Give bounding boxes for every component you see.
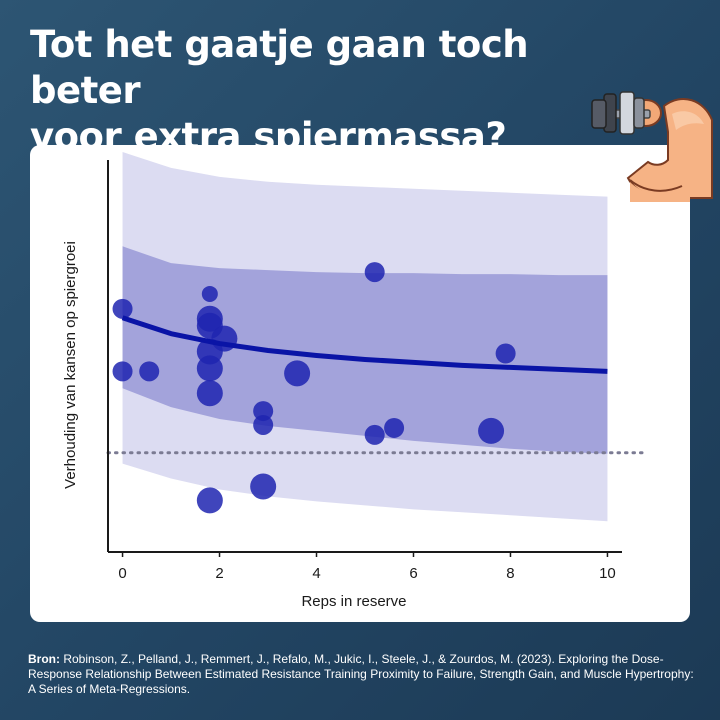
- x-tick-label-4: 4: [312, 565, 321, 582]
- source-citation: Bron: Robinson, Z., Pelland, J., Remmert…: [28, 652, 698, 697]
- y-axis-label: Verhouding van kansen op spiergroei: [62, 241, 79, 489]
- x-axis-label: Reps in reserve: [301, 593, 407, 610]
- confidence-interval-band: [122, 246, 608, 454]
- data-point-18: [384, 417, 405, 438]
- data-point-9: [196, 355, 223, 382]
- source-label: Bron:: [28, 652, 60, 666]
- data-point-10: [196, 380, 223, 407]
- fit-line: [121, 315, 608, 374]
- data-point-12: [253, 401, 274, 422]
- data-point-19: [478, 417, 505, 444]
- x-tick-label-6: 6: [409, 565, 418, 582]
- data-point-16: [364, 262, 385, 283]
- data-point-2: [112, 361, 133, 382]
- x-tick-label-2: 2: [215, 565, 224, 582]
- data-points: [112, 262, 516, 514]
- data-point-14: [250, 473, 277, 500]
- title-line-1: Tot het gaatje gaan toch beter: [30, 23, 529, 112]
- data-point-17: [364, 424, 385, 445]
- data-point-4: [201, 285, 218, 302]
- data-point-15: [284, 360, 311, 387]
- source-text: Robinson, Z., Pelland, J., Remmert, J., …: [28, 652, 694, 696]
- flexed-arm-dumbbell-icon: [591, 91, 713, 202]
- x-tick-label-0: 0: [118, 565, 127, 582]
- data-point-3: [139, 361, 160, 382]
- data-point-1: [112, 298, 133, 319]
- data-point-20: [495, 343, 516, 364]
- x-tick-label-10: 10: [599, 565, 616, 582]
- x-tick-label-8: 8: [506, 565, 515, 582]
- data-point-11: [196, 487, 223, 514]
- data-point-13: [253, 414, 274, 435]
- x-tick-marks: [121, 552, 609, 557]
